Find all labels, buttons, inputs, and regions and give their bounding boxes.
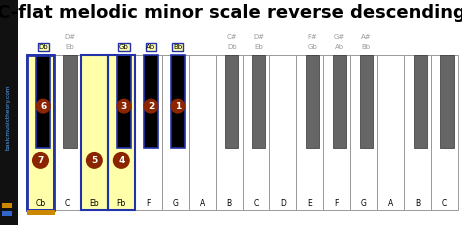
Bar [108, 55, 135, 210]
Bar [117, 55, 131, 148]
Bar [27, 55, 54, 210]
Text: B: B [226, 198, 231, 207]
Circle shape [32, 152, 49, 169]
Bar [63, 55, 77, 148]
Bar [2, 203, 12, 208]
Text: G: G [172, 198, 178, 207]
Text: Eb: Eb [254, 44, 263, 50]
Text: Ab: Ab [146, 44, 156, 50]
Bar [0, 0, 18, 225]
Text: 4: 4 [118, 156, 124, 165]
Bar [440, 55, 454, 148]
Bar [36, 55, 50, 148]
Bar [360, 55, 373, 148]
Bar [27, 55, 54, 210]
Text: G#: G# [334, 34, 345, 40]
Bar [413, 55, 427, 148]
Text: C-flat melodic minor scale reverse descending: C-flat melodic minor scale reverse desce… [0, 4, 462, 22]
Bar [2, 211, 12, 216]
Bar [144, 55, 158, 148]
Text: Gb: Gb [308, 44, 317, 50]
Text: 5: 5 [91, 156, 97, 165]
Text: Bb: Bb [173, 44, 182, 50]
Bar [188, 55, 216, 210]
Text: Ab: Ab [335, 44, 344, 50]
Circle shape [170, 99, 185, 114]
Bar [269, 55, 297, 210]
Bar [243, 55, 269, 210]
Circle shape [143, 99, 158, 114]
Circle shape [113, 152, 130, 169]
Text: F: F [146, 198, 151, 207]
Text: E: E [308, 198, 312, 207]
Bar [350, 55, 377, 210]
Text: B: B [415, 198, 420, 207]
Bar [323, 55, 350, 210]
Bar [81, 55, 108, 210]
Bar [306, 55, 319, 148]
Bar [81, 55, 108, 210]
Text: 1: 1 [175, 102, 181, 111]
Text: F: F [334, 198, 339, 207]
Bar [225, 55, 238, 148]
Text: Bb: Bb [362, 44, 371, 50]
Text: C: C [442, 198, 447, 207]
Text: C#: C# [226, 34, 237, 40]
Bar [216, 55, 243, 210]
Text: 7: 7 [37, 156, 43, 165]
Text: 2: 2 [148, 102, 154, 111]
Bar [108, 55, 135, 210]
Bar [431, 55, 458, 210]
Bar [333, 55, 346, 148]
Circle shape [86, 152, 103, 169]
Text: Eb: Eb [90, 198, 99, 207]
Text: Gb: Gb [119, 44, 129, 50]
Text: F#: F# [308, 34, 317, 40]
Text: D#: D# [65, 34, 76, 40]
Text: 3: 3 [121, 102, 127, 111]
Text: Db: Db [38, 44, 48, 50]
Text: A: A [388, 198, 393, 207]
Bar [135, 55, 162, 210]
Bar [171, 55, 185, 148]
Text: D: D [280, 198, 286, 207]
Bar [54, 55, 81, 210]
Text: C: C [253, 198, 259, 207]
Text: Cb: Cb [36, 198, 46, 207]
Bar [377, 55, 404, 210]
Text: C: C [65, 198, 70, 207]
Circle shape [116, 99, 132, 114]
Bar [297, 55, 323, 210]
Circle shape [36, 99, 51, 114]
Text: D#: D# [253, 34, 264, 40]
Text: G: G [361, 198, 367, 207]
Text: Eb: Eb [66, 44, 74, 50]
Bar [404, 55, 431, 210]
Bar [162, 55, 188, 210]
Text: Db: Db [227, 44, 237, 50]
Text: Fb: Fb [117, 198, 126, 207]
Text: basicmusictheory.com: basicmusictheory.com [6, 84, 11, 150]
Text: 6: 6 [40, 102, 46, 111]
Bar [27, 210, 55, 215]
Bar [252, 55, 265, 148]
Text: A#: A# [361, 34, 372, 40]
Text: A: A [200, 198, 205, 207]
